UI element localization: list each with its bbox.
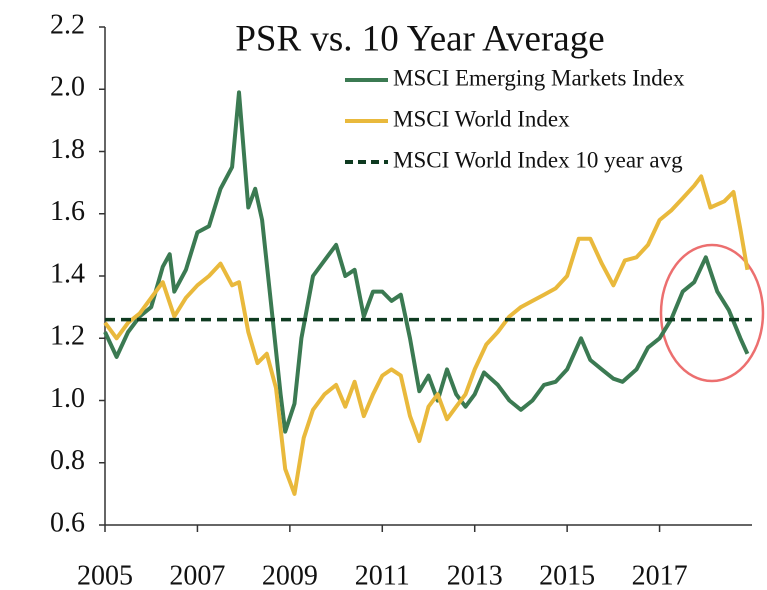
y-tick-label: 0.6	[50, 507, 85, 538]
y-tick-label: 1.4	[50, 258, 85, 289]
x-tick-label: 2015	[539, 560, 595, 590]
legend-label: MSCI World Index 10 year avg	[393, 147, 683, 172]
x-tick-label: 2005	[77, 560, 133, 590]
y-tick-label: 1.2	[50, 321, 85, 352]
x-tick-label: 2017	[632, 560, 688, 590]
chart-title: PSR vs. 10 Year Average	[235, 18, 604, 59]
series-line	[103, 90, 750, 434]
highlight-circle	[659, 243, 765, 383]
y-tick-label: 2.0	[50, 72, 85, 103]
y-tick-label: 1.0	[50, 383, 85, 414]
series-line	[103, 174, 750, 496]
x-tick-label: 2011	[355, 560, 410, 590]
y-tick-label: 2.2	[50, 9, 85, 40]
x-tick-label: 2013	[447, 560, 503, 590]
x-tick-label: 2007	[169, 560, 225, 590]
y-tick-label: 1.6	[50, 196, 85, 227]
x-tick-label: 2009	[262, 560, 318, 590]
legend-label: MSCI World Index	[393, 106, 570, 131]
y-tick-label: 0.8	[50, 445, 85, 476]
y-tick-label: 1.8	[50, 134, 85, 165]
legend-label: MSCI Emerging Markets Index	[393, 65, 685, 90]
